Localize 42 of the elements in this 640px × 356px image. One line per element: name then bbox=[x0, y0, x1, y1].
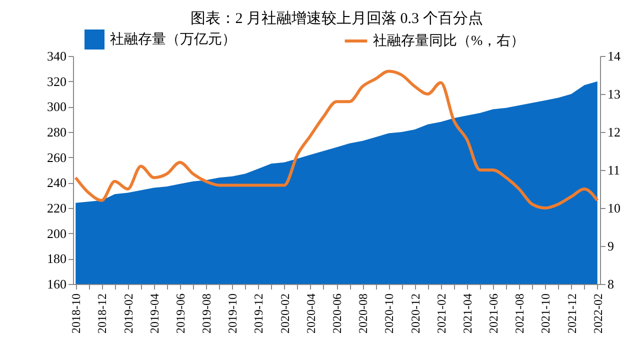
x-tick-label: 2019-08 bbox=[200, 294, 214, 334]
line-series bbox=[74, 70, 599, 210]
x-tick-label: 2020-10 bbox=[382, 294, 396, 334]
y2-tick-label: 11 bbox=[608, 162, 620, 178]
x-tick-label: 2018-10 bbox=[69, 294, 84, 334]
x-tick-label: 2020-12 bbox=[408, 294, 422, 334]
x-tick-label: 2019-04 bbox=[147, 294, 162, 334]
x-tick-label: 2020-06 bbox=[330, 294, 344, 334]
x-tick-label: 2019-02 bbox=[121, 294, 136, 334]
y-tick-label: 240 bbox=[47, 175, 66, 190]
x-tick-label: 2019-12 bbox=[252, 294, 266, 334]
y2-tick-label: 12 bbox=[608, 124, 620, 140]
y-tick-label: 220 bbox=[47, 200, 66, 216]
x-tick-label: 2021-08 bbox=[512, 294, 527, 334]
y-tick-label: 160 bbox=[47, 276, 66, 292]
x-tick-label: 2020-08 bbox=[356, 294, 370, 334]
x-tick-label: 2019-06 bbox=[173, 294, 188, 334]
legend-label: 社融存量同比（%，右） bbox=[373, 33, 525, 49]
x-tick-label: 2021-12 bbox=[564, 294, 579, 334]
x-tick-label: 2021-04 bbox=[460, 294, 474, 334]
y2-tick-label: 13 bbox=[608, 86, 620, 102]
y-tick-label: 260 bbox=[47, 150, 66, 165]
legend-label: 社融存量（万亿元） bbox=[110, 32, 236, 48]
y-tick-label: 180 bbox=[47, 251, 66, 266]
x-tick-label: 2021-10 bbox=[538, 294, 553, 334]
chart-title: 图表：2 月社融增速较上月回落 0.3 个百分点 bbox=[190, 10, 483, 27]
x-tick-label: 2018-12 bbox=[95, 294, 110, 334]
y2-tick-label: 8 bbox=[608, 276, 614, 292]
x-tick-label: 2021-06 bbox=[486, 294, 501, 334]
y-tick-label: 280 bbox=[47, 124, 66, 140]
y2-tick-label: 10 bbox=[608, 200, 620, 216]
x-tick-label: 2021-02 bbox=[434, 294, 448, 334]
x-tick-label: 2019-10 bbox=[226, 294, 240, 334]
x-tick-label: 2022-02 bbox=[590, 294, 605, 334]
y-tick-label: 300 bbox=[47, 99, 66, 114]
x-tick-label: 2020-02 bbox=[278, 294, 292, 334]
y2-tick-label: 9 bbox=[608, 238, 614, 254]
y-tick-label: 200 bbox=[47, 226, 66, 241]
y2-tick-label: 14 bbox=[608, 48, 621, 64]
x-tick-label: 2020-04 bbox=[304, 294, 318, 334]
y-tick-label: 320 bbox=[47, 74, 66, 89]
y-tick-label: 340 bbox=[47, 48, 66, 64]
